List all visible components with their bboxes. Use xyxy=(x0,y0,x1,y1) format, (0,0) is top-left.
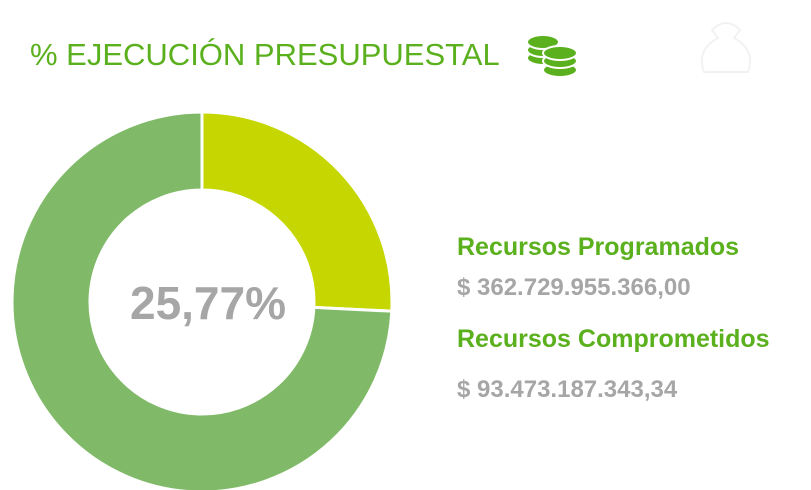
donut-segment xyxy=(200,110,394,313)
coins-icon xyxy=(526,34,578,78)
chart-title: % EJECUCIÓN PRESUPUESTAL xyxy=(30,37,500,72)
center-label: 25,77% xyxy=(130,277,286,329)
summary-label: Recursos Programados xyxy=(457,233,739,261)
summary-amount: $ 362.729.955.366,00 xyxy=(457,274,691,301)
money-bag-icon xyxy=(700,22,752,73)
summary-label: Recursos Comprometidos xyxy=(457,325,770,353)
summary-amount: $ 93.473.187.343,34 xyxy=(457,376,678,403)
